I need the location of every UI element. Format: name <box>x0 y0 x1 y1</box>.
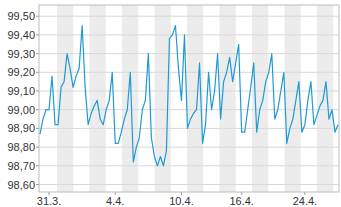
x-tick-label: 31.3. <box>37 195 61 207</box>
band <box>57 5 73 192</box>
x-tick-label: 16.4. <box>229 195 253 207</box>
band <box>122 5 138 192</box>
x-tick-label: 24.4. <box>293 195 317 207</box>
band <box>285 5 301 192</box>
chart-svg: 98,60 98,70 98,80 98,90 99,00 99,10 99,20 99,30… <box>0 0 341 207</box>
y-tick-label: 99,50 <box>7 10 35 22</box>
band <box>252 5 268 192</box>
chart-container: 98,60 98,70 98,80 98,90 99,00 99,10 99,20 99,30… <box>0 0 341 207</box>
band <box>317 5 333 192</box>
grid-line <box>39 128 339 129</box>
band <box>90 5 106 192</box>
data-group <box>40 26 338 166</box>
grid-line <box>39 16 339 17</box>
y-tick-label: 98,90 <box>7 122 35 134</box>
y-tick-label: 99,40 <box>7 29 35 41</box>
price-line <box>40 26 338 166</box>
y-tick-label: 99,10 <box>7 85 35 97</box>
y-tick-label: 99,00 <box>7 104 35 116</box>
grid-line <box>39 184 339 185</box>
plot-frame <box>39 5 339 192</box>
y-tick-label: 98,60 <box>7 179 35 191</box>
grid-line <box>39 91 339 92</box>
grid-line <box>39 165 339 166</box>
x-tick-label: 4.4. <box>106 195 124 207</box>
grid-line <box>39 147 339 148</box>
y-tick-label: 99,30 <box>7 48 35 60</box>
y-tick-label: 98,80 <box>7 141 35 153</box>
grid-line <box>39 34 339 35</box>
y-tick-label: 98,70 <box>7 160 35 172</box>
y-tick-label: 99,20 <box>7 66 35 78</box>
x-tick-label: 10.4. <box>169 195 193 207</box>
